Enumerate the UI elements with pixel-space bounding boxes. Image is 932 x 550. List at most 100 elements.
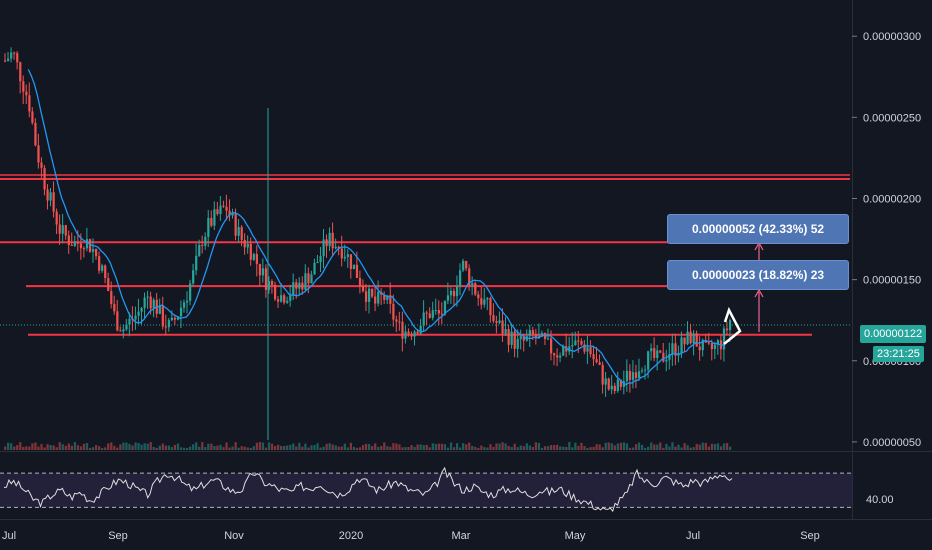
candle xyxy=(364,291,368,302)
volume-bar xyxy=(677,444,680,450)
candle xyxy=(22,81,25,92)
time-tick-label: Jul xyxy=(2,530,16,542)
candle xyxy=(186,300,189,303)
volume-bar xyxy=(52,445,55,450)
volume-bar xyxy=(67,443,70,450)
volume-bar xyxy=(122,442,125,450)
volume-bar xyxy=(13,446,16,450)
volume-bar xyxy=(449,442,453,450)
candle xyxy=(498,320,501,323)
candle xyxy=(261,268,265,276)
candle xyxy=(443,300,447,315)
volume-bar xyxy=(540,447,544,450)
volume-bar xyxy=(625,443,629,450)
price-tick-label: 0.00000200 xyxy=(863,193,921,205)
volume-bar xyxy=(428,447,431,450)
volume-bar xyxy=(283,446,286,450)
volume-bar xyxy=(601,447,604,450)
volume-bar xyxy=(155,447,158,450)
candle xyxy=(713,344,717,350)
volume-bar xyxy=(616,443,619,450)
volume-bar xyxy=(631,447,635,450)
candle xyxy=(577,340,580,342)
candle xyxy=(653,348,656,359)
candle xyxy=(686,331,689,345)
candle xyxy=(680,337,683,354)
volume-bar xyxy=(650,442,653,450)
time-tick-label: Jul xyxy=(686,530,700,542)
candle xyxy=(383,294,386,300)
candle xyxy=(119,330,122,332)
candle xyxy=(146,296,149,298)
candle xyxy=(219,205,222,215)
candle xyxy=(722,328,726,350)
horizontal-lines[interactable] xyxy=(0,174,852,336)
candle xyxy=(210,218,213,226)
volume-bar xyxy=(689,447,692,450)
current-price-tag: 0.00000122 xyxy=(860,325,927,343)
volume-bar xyxy=(167,445,171,450)
candle xyxy=(107,278,110,292)
volume-bar xyxy=(583,446,586,450)
candle xyxy=(674,343,677,356)
candle xyxy=(298,282,301,289)
candle xyxy=(216,209,219,215)
volume-bar xyxy=(143,443,146,450)
candle xyxy=(122,329,125,332)
candle xyxy=(483,299,486,305)
volume-bar xyxy=(358,447,362,450)
candle xyxy=(516,339,519,349)
measure-box-2[interactable]: 0.00000023 (18.82%) 23 xyxy=(667,260,849,290)
time-axis[interactable]: Jul Sep Nov 2020 Mar May Jul Sep xyxy=(2,530,820,542)
candle xyxy=(698,346,701,351)
volume-bar xyxy=(707,446,710,450)
volume-bar xyxy=(222,447,225,450)
candle xyxy=(125,324,128,330)
candle xyxy=(343,256,346,259)
candle xyxy=(559,355,562,358)
volume-bar xyxy=(443,444,447,450)
volume-bar xyxy=(189,446,192,450)
volume-bar xyxy=(49,445,52,450)
volume-bar xyxy=(64,445,67,450)
candle xyxy=(422,312,425,326)
volume-bar xyxy=(289,444,292,450)
candle xyxy=(70,245,73,247)
volume-bar xyxy=(249,447,252,450)
volume-bar xyxy=(34,442,37,450)
volume-bar xyxy=(22,446,25,450)
volume-bar xyxy=(104,447,107,450)
candle xyxy=(501,320,504,334)
volume-bar xyxy=(210,443,213,450)
price-axis[interactable]: 0.00000300 0.00000250 0.00000200 0.00000150… xyxy=(852,31,921,449)
volume-bar xyxy=(613,445,616,450)
candle xyxy=(40,162,43,168)
candle xyxy=(589,347,592,355)
candle xyxy=(152,299,155,309)
candle xyxy=(164,326,167,328)
volume-bar xyxy=(328,443,331,450)
projection-path[interactable] xyxy=(723,306,742,345)
candle xyxy=(128,318,131,325)
volume-bar xyxy=(647,446,650,450)
candle xyxy=(628,370,632,380)
volume-bar xyxy=(322,446,325,450)
candle xyxy=(179,307,183,317)
volume-bar xyxy=(134,442,137,450)
volume-bar xyxy=(201,442,204,450)
measure-box-1[interactable]: 0.00000052 (42.33%) 52 xyxy=(667,214,849,244)
volume-bar xyxy=(519,445,522,450)
volume-bar xyxy=(501,442,504,450)
candle xyxy=(374,296,377,304)
volume-bar xyxy=(61,444,64,450)
volume-bar xyxy=(556,444,559,450)
price-tick-label: 0.00000050 xyxy=(863,437,921,449)
volume-bar xyxy=(252,446,255,450)
volume-bar xyxy=(346,447,349,450)
volume-bar xyxy=(119,444,122,450)
candle xyxy=(352,264,356,270)
candle xyxy=(428,313,431,318)
volume-bar xyxy=(371,446,374,450)
volume-bar xyxy=(568,442,571,450)
